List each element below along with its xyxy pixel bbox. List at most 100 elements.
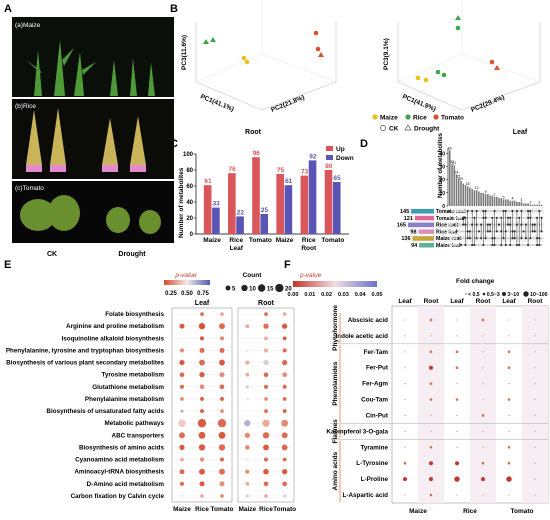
d-matrix-dot bbox=[533, 237, 536, 240]
c-data-label: 22 bbox=[237, 209, 245, 216]
d-matrix-dot bbox=[533, 209, 536, 213]
e-bubble bbox=[219, 468, 225, 475]
legend-drought: Drought bbox=[414, 126, 440, 133]
e-bubble bbox=[220, 409, 224, 413]
f-bubble bbox=[508, 335, 510, 337]
legend-rice: Rice bbox=[413, 115, 427, 122]
e-pvalue-colorbar bbox=[164, 280, 210, 285]
f-bubble bbox=[482, 367, 484, 369]
d-matrix-dot bbox=[531, 243, 534, 247]
d-matrix-dot bbox=[457, 216, 460, 219]
e-bubble bbox=[218, 431, 226, 439]
pca-root-z-label: PC3(11.6%) bbox=[181, 35, 188, 70]
e-bubble bbox=[219, 336, 225, 341]
f-bubble bbox=[481, 318, 485, 322]
f-bubble bbox=[404, 414, 406, 417]
f-bubble bbox=[404, 430, 406, 432]
f-column-label: Root bbox=[424, 298, 440, 305]
d-intersection-bar bbox=[509, 200, 511, 206]
panel-b-pca: PC3(11.6%) PC1(41.1%) PC2(21.8%) Root PC… bbox=[181, 0, 541, 136]
d-matrix-dot bbox=[457, 243, 460, 247]
panel-label-f: F bbox=[284, 259, 291, 271]
c-bar-down bbox=[332, 182, 341, 234]
e-bubble bbox=[245, 324, 250, 329]
f-bubble bbox=[482, 351, 484, 353]
f-bubble bbox=[534, 414, 536, 417]
d-intersection-bar bbox=[536, 204, 538, 206]
f-metabolite-label: L-Proline bbox=[361, 476, 389, 483]
c-data-label: 65 bbox=[333, 175, 341, 182]
e-column-label: Tomato bbox=[211, 506, 234, 513]
d-set-label: Tomato root bbox=[436, 209, 466, 215]
e-bubble bbox=[198, 444, 206, 451]
c-bar-up bbox=[324, 170, 333, 234]
d-matrix-dot bbox=[497, 223, 501, 226]
f-bubble bbox=[534, 335, 536, 337]
f-bubble bbox=[429, 350, 433, 354]
f-bubble bbox=[534, 351, 536, 353]
d-intersection-bar bbox=[493, 196, 496, 206]
d-matrix-dot bbox=[466, 243, 469, 247]
d-matrix-dot bbox=[450, 230, 454, 233]
d-matrix-dot bbox=[502, 243, 505, 247]
e-bubble bbox=[219, 396, 225, 402]
c-bar-down bbox=[260, 214, 269, 234]
e-pathway-label: Cyanoamino acid metabolism bbox=[75, 457, 164, 464]
e-bubble bbox=[219, 457, 225, 462]
d-intersection-bar bbox=[471, 188, 473, 206]
d-matrix-dot bbox=[513, 209, 516, 213]
f-bubble bbox=[429, 382, 433, 385]
e-bubble bbox=[263, 468, 269, 475]
d-matrix-dot bbox=[455, 230, 458, 233]
d-set-size-label: 136 bbox=[401, 236, 410, 242]
e-pathway-label: Carbon fixation by Calvin cycle bbox=[71, 493, 165, 500]
c-bar-down bbox=[212, 207, 220, 234]
d-matrix-dot bbox=[531, 237, 534, 240]
e-bubble bbox=[245, 469, 250, 474]
f-bubble bbox=[456, 446, 458, 448]
d-matrix-dot bbox=[524, 243, 527, 247]
e-count-legend-dot bbox=[241, 284, 248, 292]
e-bubble bbox=[179, 323, 185, 329]
c-legend: Up Down bbox=[326, 146, 354, 162]
d-matrix-dot bbox=[455, 237, 458, 240]
e-pathway-label: Isoquinoline alkaloid biosynthesis bbox=[61, 335, 164, 342]
d-matrix-dot bbox=[480, 243, 483, 247]
e-bubble bbox=[264, 409, 268, 413]
d-matrix-dot bbox=[522, 230, 525, 233]
e-bubble bbox=[263, 384, 269, 389]
d-matrix-dot bbox=[491, 216, 494, 219]
c-category-label: Maize bbox=[276, 237, 294, 244]
d-matrix-dot bbox=[464, 216, 467, 219]
d-matrix-dot bbox=[480, 209, 483, 213]
d-matrix-dot bbox=[513, 223, 516, 226]
condition-drought: Drought bbox=[118, 251, 146, 258]
c-data-label: 61 bbox=[204, 178, 212, 185]
f-bubble bbox=[534, 462, 536, 464]
e-bubble bbox=[219, 323, 225, 330]
f-bubble bbox=[534, 367, 536, 369]
d-matrix-dot bbox=[468, 209, 472, 213]
e-bubble bbox=[179, 469, 185, 475]
e-bubble bbox=[245, 494, 249, 498]
f-bubble bbox=[507, 398, 511, 401]
d-matrix-dot bbox=[480, 216, 483, 219]
d-matrix-dot bbox=[468, 216, 472, 219]
d-bar-label: 1 bbox=[538, 201, 540, 205]
photo-label-rice: (b)Rice bbox=[15, 103, 36, 110]
d-set-size-bar bbox=[408, 222, 434, 228]
e-bubble bbox=[219, 384, 225, 390]
d-matrix-dot bbox=[457, 230, 460, 233]
e-bubble bbox=[263, 348, 269, 353]
f-bubble bbox=[429, 398, 433, 401]
d-intersection-bar bbox=[502, 199, 505, 206]
f-column-shade bbox=[470, 306, 496, 503]
f-category-label: Phytohormone bbox=[332, 305, 339, 351]
d-matrix-dot bbox=[518, 209, 521, 213]
c-legend-up: Up bbox=[336, 146, 345, 153]
d-matrix-dot bbox=[506, 230, 510, 233]
e-count-legend-dot bbox=[275, 283, 284, 293]
f-bubble bbox=[456, 430, 458, 432]
d-bar-label: 1 bbox=[529, 201, 531, 205]
legend-tomato: Tomato bbox=[441, 115, 464, 122]
